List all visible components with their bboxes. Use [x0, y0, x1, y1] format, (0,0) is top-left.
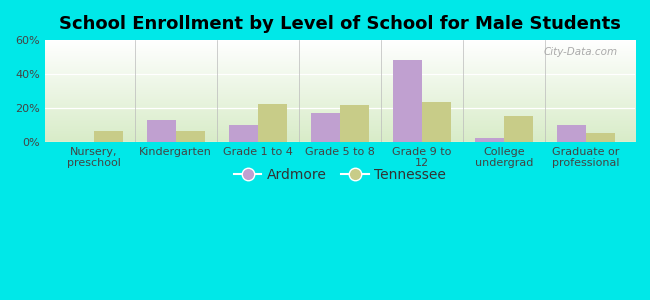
Bar	[340, 105, 369, 142]
Bar	[586, 133, 614, 142]
Bar	[475, 138, 504, 142]
Title: School Enrollment by Level of School for Male Students: School Enrollment by Level of School for…	[59, 15, 621, 33]
Bar	[557, 125, 586, 142]
Bar	[176, 131, 205, 142]
Bar	[229, 125, 258, 142]
Bar	[258, 104, 287, 142]
Text: City-Data.com: City-Data.com	[543, 47, 618, 57]
Legend: Ardmore, Tennessee: Ardmore, Tennessee	[228, 163, 452, 188]
Bar	[147, 120, 176, 142]
Bar	[393, 61, 422, 142]
Bar	[422, 102, 450, 142]
Bar	[311, 113, 340, 142]
Bar	[94, 131, 122, 142]
Bar	[504, 116, 532, 142]
